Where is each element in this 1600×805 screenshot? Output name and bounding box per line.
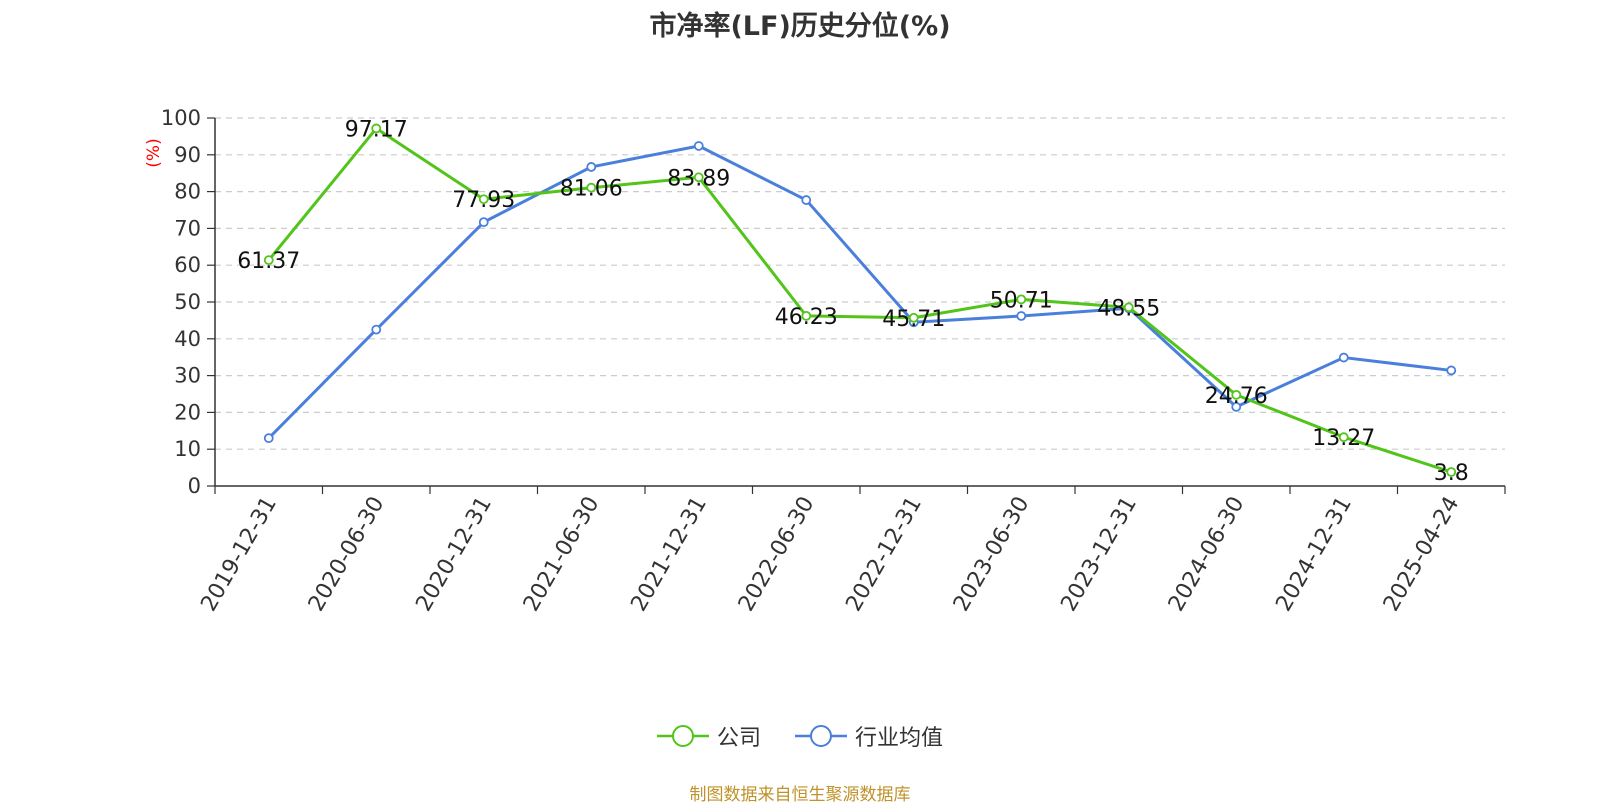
data-point-company: [478, 194, 489, 205]
data-point-company: [263, 255, 274, 266]
y-tick-label: 50: [174, 290, 201, 314]
y-tick-label: 0: [188, 474, 201, 498]
x-tick-label: 2024-12-31: [1271, 493, 1357, 616]
x-tick-label: 2024-06-30: [1164, 493, 1250, 616]
y-tick-label: 10: [174, 437, 201, 461]
data-point-company: [1123, 302, 1134, 313]
data-label-company: 24.76: [1205, 384, 1268, 409]
legend-item-company[interactable]: 公司: [656, 720, 761, 752]
data-label-company: 48.55: [1097, 296, 1160, 321]
data-label-company: 81.06: [560, 177, 623, 202]
data-point-company: [693, 172, 704, 183]
data-label-company: 97.17: [345, 117, 408, 142]
y-axis-unit-label: (%): [144, 138, 164, 167]
x-tick-label: 2020-06-30: [304, 493, 390, 616]
legend-item-industry-average[interactable]: 行业均值: [795, 720, 943, 752]
y-tick-label: 20: [174, 400, 201, 424]
data-point-company: [371, 123, 382, 134]
data-point-industry-average: [1016, 311, 1027, 321]
legend-label-industry-average: 行业均值: [855, 726, 944, 751]
legend-industry-line-icon: [795, 725, 847, 747]
x-tick-label: 2020-12-31: [411, 493, 497, 616]
x-tick-label: 2019-12-31: [196, 493, 282, 616]
legend-label-company: 公司: [716, 726, 761, 751]
x-tick-label: 2021-06-30: [519, 493, 605, 616]
data-label-company: 46.23: [775, 305, 838, 330]
data-point-company: [1231, 389, 1242, 400]
chart-title: 市净率(LF)历史分位(%): [649, 11, 951, 42]
y-tick-label: 90: [174, 143, 201, 167]
series-line-company: [267, 126, 1452, 474]
data-point-industry-average: [263, 433, 274, 444]
legend-company-line-icon: [656, 725, 709, 747]
x-tick-label: 2025-04-24: [1379, 493, 1465, 616]
x-tick-label: 2021-12-31: [626, 493, 712, 616]
y-tick-label: 60: [174, 253, 201, 277]
data-point-company: [1446, 467, 1457, 477]
x-tick-label: 2023-06-30: [949, 493, 1035, 616]
y-tick-label: 70: [174, 216, 201, 240]
data-point-company: [586, 182, 597, 193]
data-point-industry-average: [1446, 365, 1457, 376]
y-tick-label: 30: [174, 364, 201, 388]
data-point-industry-average: [1338, 352, 1349, 363]
series-lines: [263, 123, 1457, 477]
data-point-industry-average: [801, 195, 812, 205]
grid-lines: [215, 117, 1505, 450]
data-point-industry-average: [1231, 401, 1242, 412]
data-labels: 61.37 97.17 77.93 81.06 83.89 46.23 45.71 50.71…: [237, 117, 1468, 486]
data-point-industry-average: [693, 141, 704, 151]
y-tick-label: 80: [174, 180, 201, 204]
data-label-company: 83.89: [667, 166, 730, 191]
data-label-company: 77.93: [452, 188, 515, 213]
series-line-industry-average: [267, 144, 1452, 440]
data-point-company: [1338, 432, 1349, 443]
data-point-industry-average: [478, 217, 489, 228]
y-tick-label: 100: [161, 106, 201, 130]
axes: 0 10 20 30 40 50 60 70 80 90 100 (%) 2019-12-31 2020-…: [144, 106, 1506, 616]
x-tick-label: 2023-12-31: [1056, 493, 1142, 616]
y-tick-label: 40: [174, 327, 201, 351]
data-label-company: 50.71: [990, 288, 1053, 313]
legend: 公司 行业均值: [0, 720, 1600, 752]
data-point-industry-average: [586, 162, 597, 172]
data-point-industry-average: [371, 324, 382, 335]
data-label-company: 45.71: [882, 307, 945, 332]
data-label-company: 13.27: [1312, 426, 1375, 451]
data-label-company: 3.8: [1434, 461, 1469, 486]
x-tick-label: 2022-06-30: [734, 493, 820, 616]
data-label-company: 61.37: [237, 249, 300, 274]
x-tick-label: 2022-12-31: [841, 493, 927, 616]
data-point-company: [1016, 294, 1027, 305]
data-point-company: [908, 312, 919, 323]
source-note: 制图数据来自恒生聚源数据库: [689, 785, 911, 805]
data-point-company: [801, 310, 812, 321]
